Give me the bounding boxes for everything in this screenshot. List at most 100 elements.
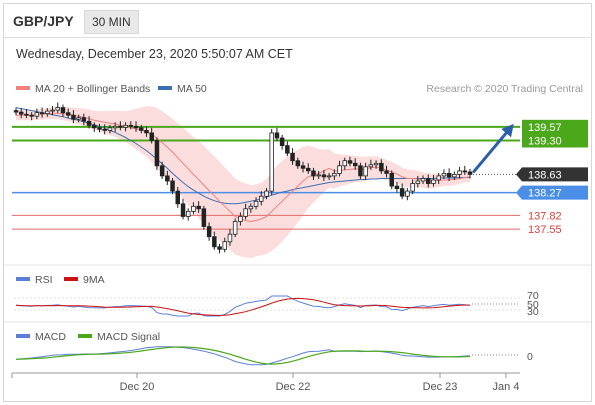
candle-body [452,173,457,178]
price-label-137.55: 137.55 [528,224,562,236]
candle-body [300,165,306,169]
x-tick-label: Jan 4 [493,381,520,393]
candle-body [81,117,87,122]
candle-body [436,175,441,181]
candle-body [159,165,165,177]
candle-body [264,190,269,197]
candle-body [467,171,473,175]
price-badges: 139.57 139.30 138.63 138.27 137.82 137.55 [516,119,588,236]
candle-body [425,178,431,184]
candle-body [358,165,363,177]
price-levels [12,125,520,230]
candle-body [128,124,134,127]
candle-body [92,124,97,129]
candle-body [76,117,81,120]
candle-body [222,241,227,250]
rsi-ma-legend-label: 9MA [83,274,105,286]
candle-body [415,180,421,184]
candle-body [118,125,123,128]
candle-body [405,190,410,197]
candle-body [269,132,274,192]
candle-body [24,113,29,116]
price-label-139.57: 139.57 [528,122,562,134]
candlestick-series [13,102,473,254]
candle-body [149,132,154,141]
candle-body [138,127,144,131]
rsi-level-label-70: 70 [527,290,539,302]
candle-body [384,170,389,174]
candle-body [248,205,254,210]
candle-body [227,233,233,243]
candle-body [326,175,332,178]
candle-body [305,167,311,172]
candle-body [175,190,180,205]
price-label-137.82: 137.82 [528,210,562,222]
candle-body [60,107,66,114]
x-axis-ticks: Dec 20 Dec 22 Dec 23 Jan 4 [11,373,520,393]
candle-body [133,125,139,129]
candle-body [285,145,290,154]
candle-body [206,226,212,238]
candle-body [34,112,40,117]
ma20-legend-label: MA 20 + Bollinger Bands [35,83,150,95]
candle-body [86,120,92,126]
rsi-line [15,295,471,317]
chart-datetime: Wednesday, December 23, 2020 5:50:07 AM … [16,47,293,61]
candle-body [394,185,400,190]
candle-body [144,129,149,134]
candle-body [462,170,468,173]
candle-body [201,208,207,227]
candle-body [191,205,196,212]
candle-body [55,107,61,111]
candle-body [97,127,102,130]
candle-body [66,112,71,116]
rsi-level-label-30: 30 [527,306,539,318]
forecast-arrow-head [501,123,514,138]
ma20-legend-swatch [16,86,30,90]
rsi-legend-label: RSI [35,274,53,286]
macd-signal-line [15,346,471,365]
timeframe-badge[interactable]: 30 MIN [84,10,139,34]
candle-body [180,203,186,217]
candle-body [165,175,170,182]
header-divider [4,37,591,38]
candle-body [238,215,243,222]
credit-label: Research © 2020 Trading Central [426,83,583,95]
candle-body [290,152,295,162]
price-badge-138.63 [516,167,588,182]
price-label-138.27: 138.27 [528,188,562,200]
candle-body [217,246,222,250]
candle-body [311,170,316,177]
candle-body [321,174,327,178]
candle-body [29,114,34,117]
candle-body [185,210,191,217]
currency-pair-title: GBP/JPY [13,13,74,29]
candle-body [232,221,238,235]
candle-body [363,166,368,177]
candle-body [441,172,447,177]
macd-legend-swatch [16,334,30,338]
candle-body [243,208,248,217]
price-badge-138.27 [516,185,588,200]
candle-body [379,162,384,172]
candle-body [107,127,113,131]
ma50-legend-swatch [158,86,172,90]
candle-body [342,160,347,167]
ma20-line [16,112,471,223]
macd-zero-label: 0 [527,351,533,363]
macd-legend-label: MACD [35,331,66,343]
candle-body [13,110,19,113]
candle-body [399,188,405,197]
rsi-level-label-50: 50 [527,299,539,311]
candle-body [389,172,394,187]
chart-header: GBP/JPY 30 MIN [4,4,591,38]
x-tick-label: Dec 20 [120,381,155,393]
x-tick-label: Dec 22 [276,381,311,393]
candle-body [154,140,160,167]
candle-body [373,162,379,166]
candle-body [258,195,264,202]
bollinger-band-area [16,106,470,258]
candle-body [279,137,285,146]
macd-signal-legend-swatch [78,334,92,338]
